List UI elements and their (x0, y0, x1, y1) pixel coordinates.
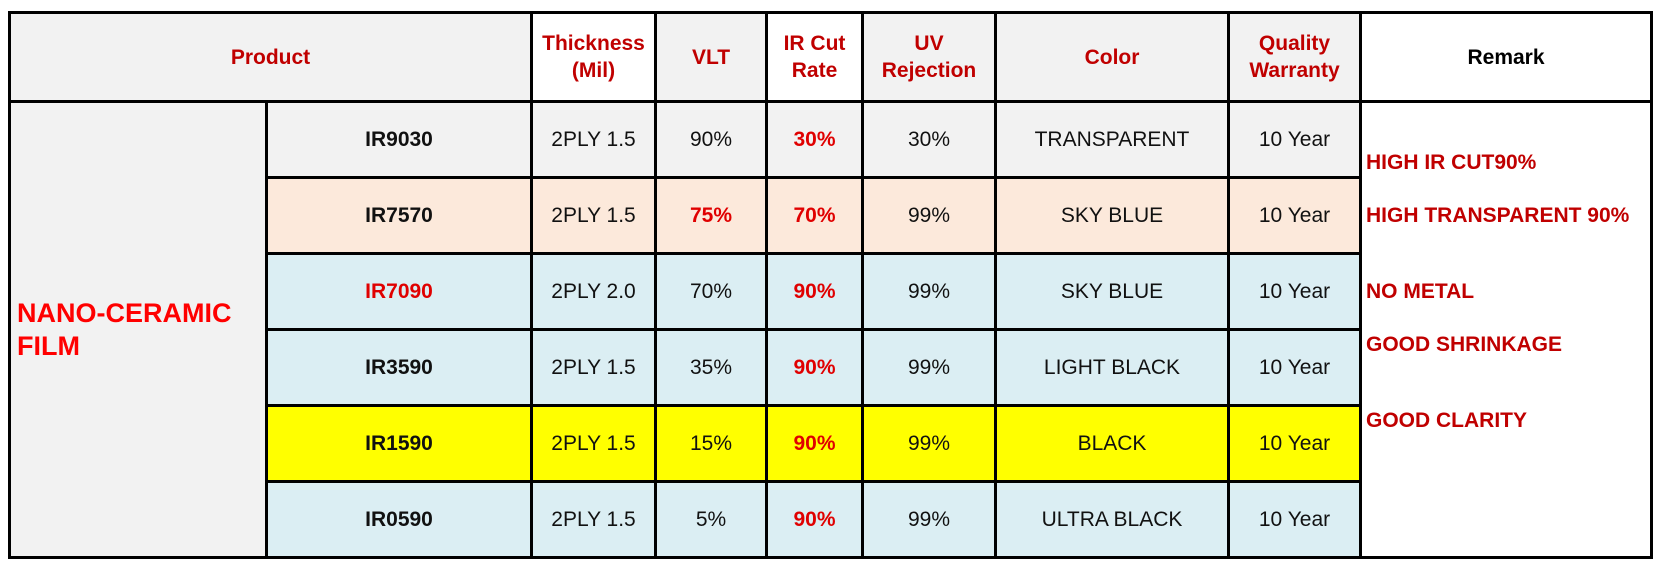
data-cell: BLACK (994, 404, 1230, 483)
data-cell: 2PLY 1.5 (530, 480, 657, 559)
header-cell: Product (8, 11, 533, 103)
data-cell: 2PLY 1.5 (530, 328, 657, 407)
product-cell: IR7090 (265, 252, 533, 331)
product-cell: IR3590 (265, 328, 533, 407)
data-row: NANO-CERAMIC FILM IR9030 2PLY 1.5 90% 30% 30%… (8, 100, 1653, 559)
header-cell: Quality Warranty (1227, 11, 1362, 103)
remark-text: HIGH IR CUT90% (1366, 151, 1537, 174)
data-cell: 99% (861, 480, 997, 559)
data-cell: 35% (654, 328, 768, 407)
data-cell: 70% (765, 176, 864, 255)
data-cell: 10 Year (1227, 404, 1362, 483)
data-cell: 2PLY 2.0 (530, 252, 657, 331)
remark-text: GOOD CLARITY (1366, 409, 1527, 432)
data-cell: 10 Year (1227, 328, 1362, 407)
data-row: IR7090 2PLY 2.0 70% 90% 99% SKY BLUE 10 Year (10, 252, 1652, 331)
header-cell: VLT (654, 11, 768, 103)
product-cell: IR1590 (265, 404, 533, 483)
header-row: Product Thickness (Mil) VLT IR Cut Rate UV R… (8, 11, 1653, 103)
data-row: IR0590 2PLY 1.5 5% 90% 99% ULTRA BLACK 10 Year (10, 480, 1652, 559)
data-cell: SKY BLUE (994, 252, 1230, 331)
product-cell: IR9030 (265, 100, 533, 179)
data-row: IR3590 2PLY 1.5 35% 90% 99% LIGHT BLACK 10 Yea… (10, 328, 1652, 407)
data-cell: 99% (861, 328, 997, 407)
data-cell: ULTRA BLACK (994, 480, 1230, 559)
data-cell: 90% (765, 480, 864, 559)
data-cell: 30% (765, 100, 864, 179)
remark-cell: HIGH IR CUT90% HIGH TRANSPARENT 90% NO MET… (1359, 100, 1653, 559)
data-cell: 90% (765, 328, 864, 407)
data-cell: 15% (654, 404, 768, 483)
header-cell: UV Rejection (861, 11, 997, 103)
data-cell: 2PLY 1.5 (530, 176, 657, 255)
remark-text: NO METAL (1366, 280, 1475, 303)
data-cell: 99% (861, 176, 997, 255)
data-cell: 90% (765, 404, 864, 483)
product-cell: IR0590 (265, 480, 533, 559)
data-cell: 90% (654, 100, 768, 179)
data-cell: 99% (861, 252, 997, 331)
data-cell: TRANSPARENT (994, 100, 1230, 179)
data-cell: 10 Year (1227, 176, 1362, 255)
data-row: IR7570 2PLY 1.5 75% 70% 99% SKY BLUE 10 Year (10, 176, 1652, 255)
data-cell: 2PLY 1.5 (530, 100, 657, 179)
product-cell: IR7570 (265, 176, 533, 255)
header-cell: IR Cut Rate (765, 11, 864, 103)
data-cell: 99% (861, 404, 997, 483)
data-cell: LIGHT BLACK (994, 328, 1230, 407)
data-row: IR1590 2PLY 1.5 15% 90% 99% BLACK 10 Year (10, 404, 1652, 483)
remark-text: HIGH TRANSPARENT 90% (1366, 204, 1630, 227)
table-body: Product Thickness (Mil) VLT IR Cut Rate UV R… (8, 11, 1653, 559)
data-cell: 10 Year (1227, 252, 1362, 331)
data-cell: 90% (765, 252, 864, 331)
data-cell: SKY BLUE (994, 176, 1230, 255)
header-cell: Remark (1359, 11, 1653, 103)
spec-table: Product Thickness (Mil) VLT IR Cut Rate UV R… (8, 11, 1653, 559)
remark-text: GOOD SHRINKAGE (1366, 333, 1563, 356)
data-cell: 10 Year (1227, 480, 1362, 559)
data-cell: 2PLY 1.5 (530, 404, 657, 483)
header-cell: Color (994, 11, 1230, 103)
data-cell: 70% (654, 252, 768, 331)
data-cell: 75% (654, 176, 768, 255)
data-cell: 10 Year (1227, 100, 1362, 179)
data-cell: 30% (861, 100, 997, 179)
data-cell: 5% (654, 480, 768, 559)
group-cell: NANO-CERAMIC FILM (8, 100, 268, 559)
header-cell: Thickness (Mil) (530, 11, 657, 103)
